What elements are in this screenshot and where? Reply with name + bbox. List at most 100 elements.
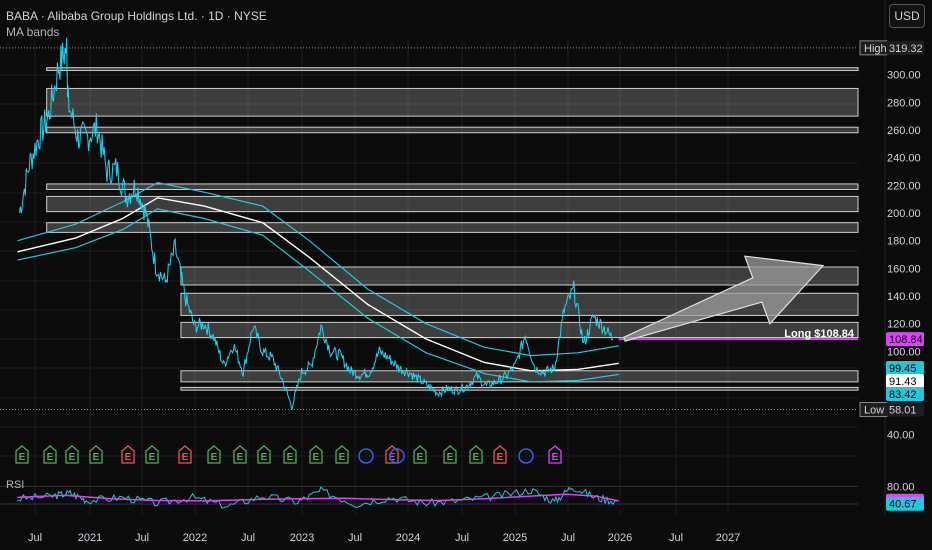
resistance-zone-3 (46, 183, 859, 190)
currency-button[interactable]: USD (889, 4, 925, 28)
resistance-zone-4 (46, 195, 859, 213)
time-tick-11: 2026 (608, 532, 632, 544)
band-upper-tag: 99.45 (889, 363, 917, 375)
high-label: High (864, 43, 887, 55)
price-tick-0: 300.00 (887, 70, 921, 82)
band-upper-tag-bg (886, 361, 924, 375)
rsi-ma-line (17, 493, 619, 502)
price-tick-13: 40.00 (887, 429, 915, 441)
price-tick-5: 200.00 (887, 208, 921, 220)
band-lower-tag-bg (886, 387, 924, 401)
band-mid-tag: 91.43 (889, 376, 917, 388)
resistance-zone-1 (46, 87, 859, 117)
low-label: Low (864, 405, 884, 417)
time-tick-4: Jul (241, 532, 255, 544)
earnings-marker-2 (65, 445, 79, 464)
price-tick-8: 140.00 (887, 291, 921, 303)
earnings-marker-label-4: E (125, 452, 132, 463)
price-tick-7: 160.00 (887, 263, 921, 275)
resistance-zone-5 (46, 222, 859, 233)
earnings-marker-13 (358, 448, 374, 464)
time-tick-6: Jul (348, 532, 362, 544)
time-tick-3: 2022 (183, 532, 207, 544)
earnings-marker-label-19: E (497, 452, 504, 463)
rsi-ma-tag-bg (886, 496, 924, 511)
earnings-marker-0 (15, 445, 29, 464)
earnings-marker-17 (443, 445, 457, 464)
time-tick-12: Jul (669, 532, 683, 544)
earnings-marker-label-3: E (93, 452, 100, 463)
high-value-bg (886, 40, 924, 55)
time-tick-0: Jul (28, 532, 42, 544)
rsi-tick-0: 80.00 (887, 481, 915, 493)
earnings-marker-8 (233, 445, 247, 464)
earnings-marker-11 (309, 445, 323, 464)
chart-title[interactable]: BABA · Alibaba Group Holdings Ltd. · 1D … (6, 9, 267, 23)
time-tick-1: 2021 (78, 532, 102, 544)
earnings-marker-label-18: E (473, 452, 480, 463)
earnings-marker-4 (121, 445, 135, 464)
price-tick-3: 240.00 (887, 153, 921, 165)
earnings-marker-label-21: E (552, 452, 559, 463)
earnings-marker-7 (207, 445, 221, 464)
earnings-marker-label-17: E (447, 452, 454, 463)
time-tick-5: 2023 (290, 532, 314, 544)
resistance-zone-2 (46, 126, 859, 134)
time-tick-2: Jul (135, 532, 149, 544)
time-tick-13: 2027 (716, 532, 740, 544)
resistance-zone-6 (180, 266, 859, 286)
price-tick-9: 120.00 (887, 319, 921, 331)
resistance-zone-0 (46, 67, 859, 71)
earnings-marker-label-11: E (313, 452, 320, 463)
earnings-marker-label-10: E (287, 452, 294, 463)
ma-band-mid (17, 197, 619, 372)
earnings-marker-21 (548, 445, 562, 464)
last-price-tag: 108.84 (889, 334, 923, 346)
earnings-marker-9 (257, 445, 271, 464)
earnings-marker-16 (413, 445, 427, 464)
ma-band-upper (17, 181, 619, 357)
price-tick-6: 180.00 (887, 236, 921, 248)
earnings-marker-label-7: E (211, 452, 218, 463)
band-lower-tag: 83.42 (889, 389, 917, 401)
low-value-bg (886, 402, 924, 417)
earnings-marker-15 (389, 448, 405, 464)
indicator-label[interactable]: MA bands (6, 25, 60, 39)
time-tick-10: Jul (561, 532, 575, 544)
earnings-marker-19 (493, 445, 507, 464)
time-tick-8: Jul (455, 532, 469, 544)
last-price-tag-bg (886, 332, 924, 347)
price-tick-2: 260.00 (887, 125, 921, 137)
earnings-marker-label-0: E (19, 452, 26, 463)
resistance-zone-9 (180, 370, 859, 383)
earnings-marker-label-8: E (237, 452, 244, 463)
earnings-marker-3 (89, 445, 103, 464)
high-value: 319.32 (889, 43, 923, 55)
rsi-label[interactable]: RSI (6, 479, 25, 491)
long-position-label: Long $108.84 (784, 328, 855, 340)
band-mid-tag-bg (886, 374, 924, 388)
resistance-zone-8 (180, 321, 859, 339)
time-tick-7: 2024 (396, 532, 420, 544)
low-value: 58.01 (889, 405, 917, 417)
earnings-marker-label-12: E (339, 452, 346, 463)
earnings-marker-label-5: E (149, 452, 156, 463)
price-tick-4: 220.00 (887, 180, 921, 192)
earnings-marker-10 (283, 445, 297, 464)
earnings-marker-14 (385, 445, 399, 464)
rsi-ma-tag: 40.67 (889, 499, 917, 511)
earnings-marker-label-2: E (69, 452, 76, 463)
projection-arrow (623, 255, 825, 342)
earnings-marker-label-1: E (47, 452, 54, 463)
earnings-marker-6 (178, 445, 192, 464)
earnings-marker-1 (43, 445, 57, 464)
earnings-marker-label-16: E (417, 452, 424, 463)
earnings-marker-20 (518, 448, 534, 464)
earnings-marker-label-9: E (261, 452, 268, 463)
earnings-marker-12 (335, 445, 349, 464)
earnings-marker-18 (469, 445, 483, 464)
earnings-marker-label-6: E (182, 452, 189, 463)
earnings-marker-5 (145, 445, 159, 464)
